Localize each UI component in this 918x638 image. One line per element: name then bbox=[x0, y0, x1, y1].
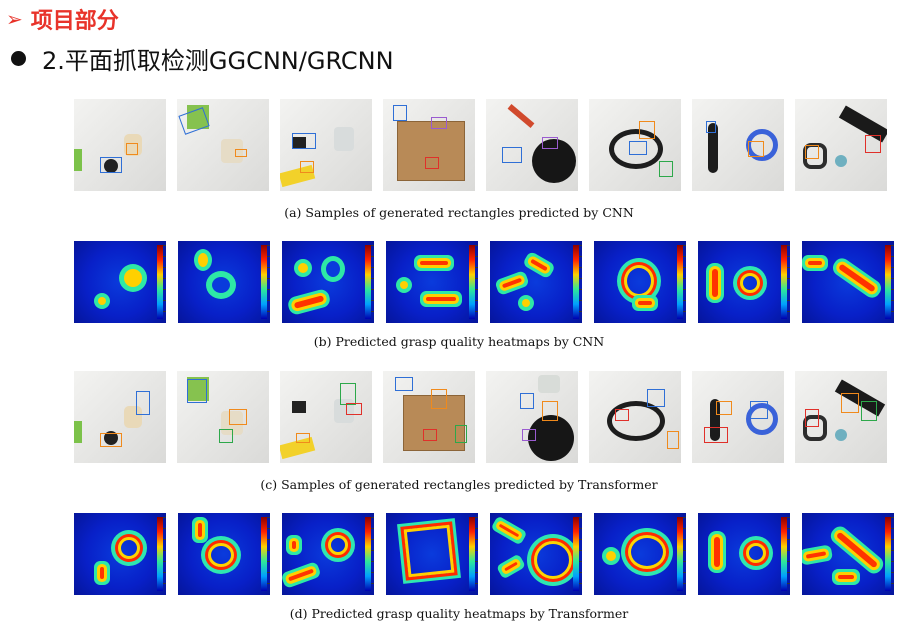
heatmap-5 bbox=[490, 241, 582, 323]
heatmap-16 bbox=[802, 513, 894, 595]
heatmap-13 bbox=[490, 513, 582, 595]
heatmap-10 bbox=[178, 513, 270, 595]
heatmap-15 bbox=[698, 513, 790, 595]
sample-image-10 bbox=[177, 371, 269, 463]
sample-image-12 bbox=[383, 371, 475, 463]
figure-row-d bbox=[74, 513, 894, 595]
sample-image-8 bbox=[795, 99, 887, 191]
sample-image-5 bbox=[486, 99, 578, 191]
sample-image-1 bbox=[74, 99, 166, 191]
sample-image-11 bbox=[280, 371, 372, 463]
subheader: 2.平面抓取检测GGCNN/GRCNN bbox=[8, 40, 394, 76]
caption-a: (a) Samples of generated rectangles pred… bbox=[284, 205, 634, 220]
sample-image-9 bbox=[74, 371, 166, 463]
sample-image-3 bbox=[280, 99, 372, 191]
sample-image-4 bbox=[383, 99, 475, 191]
figure-row-b bbox=[74, 241, 894, 323]
heatmap-1 bbox=[74, 241, 166, 323]
heatmap-8 bbox=[802, 241, 894, 323]
heatmap-9 bbox=[74, 513, 166, 595]
figure-row-a bbox=[74, 99, 887, 191]
heatmap-2 bbox=[178, 241, 270, 323]
subheader-title: 2.平面抓取检测GGCNN/GRCNN bbox=[42, 46, 394, 75]
section-header: ➢ 项目部分 bbox=[6, 2, 119, 36]
arrow-bullet-icon: ➢ bbox=[6, 7, 23, 31]
sample-image-13 bbox=[486, 371, 578, 463]
heatmap-12 bbox=[386, 513, 478, 595]
section-title: 项目部分 bbox=[30, 9, 119, 34]
heatmap-7 bbox=[698, 241, 790, 323]
heatmap-11 bbox=[282, 513, 374, 595]
heatmap-4 bbox=[386, 241, 478, 323]
bullet-dot-icon bbox=[11, 50, 26, 66]
heatmap-3 bbox=[282, 241, 374, 323]
heatmap-6 bbox=[594, 241, 686, 323]
sample-image-6 bbox=[589, 99, 681, 191]
figure-row-c bbox=[74, 371, 887, 463]
caption-d: (d) Predicted grasp quality heatmaps by … bbox=[289, 606, 629, 621]
caption-c: (c) Samples of generated rectangles pred… bbox=[260, 477, 658, 492]
heatmap-14 bbox=[594, 513, 686, 595]
sample-image-15 bbox=[692, 371, 784, 463]
sample-image-16 bbox=[795, 371, 887, 463]
sample-image-14 bbox=[589, 371, 681, 463]
sample-image-7 bbox=[692, 99, 784, 191]
sample-image-2 bbox=[177, 99, 269, 191]
caption-b: (b) Predicted grasp quality heatmaps by … bbox=[313, 334, 605, 349]
